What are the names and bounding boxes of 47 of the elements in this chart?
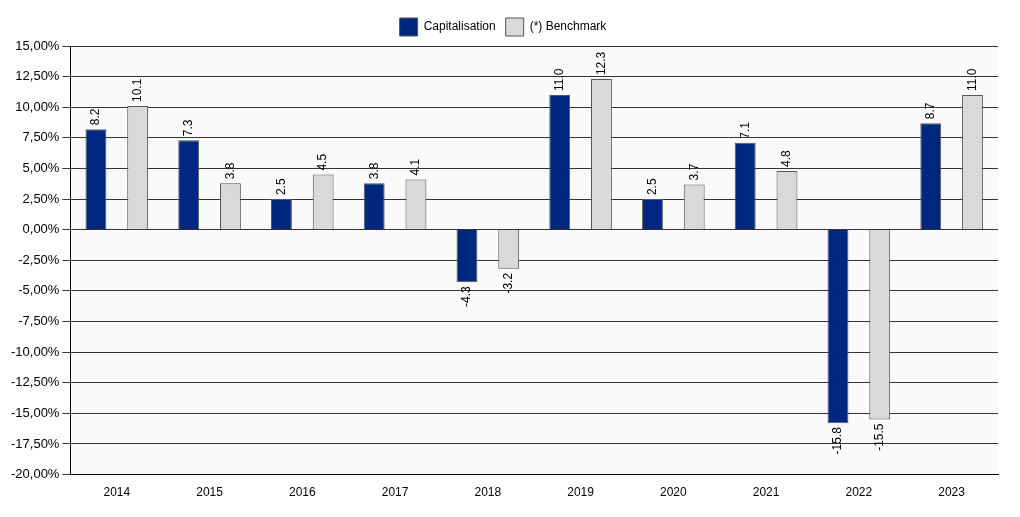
data-label: -3.2 <box>501 272 516 294</box>
data-label: 7.3 <box>181 119 195 137</box>
x-tick-label: 2018 <box>474 485 502 500</box>
y-tick-label: 15,00% <box>15 37 60 53</box>
data-label: 12.3 <box>593 51 608 76</box>
data-label: 8.2 <box>88 108 103 126</box>
data-label: 11.0 <box>552 68 567 91</box>
x-tick-label: 2020 <box>660 485 688 500</box>
y-tick-label: 5,00% <box>22 160 60 176</box>
y-tick-label: -15,00% <box>11 404 60 420</box>
y-tick-label: 7,50% <box>22 129 60 145</box>
data-label: 8.7 <box>923 102 938 120</box>
data-label: -15.8 <box>830 426 845 455</box>
data-label: 4.1 <box>408 158 423 176</box>
x-tick-label: 2021 <box>752 485 780 500</box>
data-label: 10.1 <box>129 78 144 102</box>
y-tick-label: -7,50% <box>18 313 60 329</box>
y-tick-label: -17,50% <box>11 435 60 451</box>
x-tick-label: 2015 <box>196 485 224 500</box>
x-tick-label: 2019 <box>567 485 595 500</box>
data-label: -4.3 <box>459 286 474 308</box>
y-tick-label: -20,00% <box>11 466 60 482</box>
data-label: 2.5 <box>644 178 659 196</box>
x-tick-label: 2016 <box>288 485 316 500</box>
legend-label: (*) Benchmark <box>529 19 608 34</box>
data-label: 11.0 <box>964 68 979 91</box>
x-tick-label: 2022 <box>845 485 873 500</box>
y-tick-label: -5,00% <box>18 282 60 298</box>
data-label: 2.5 <box>273 178 288 196</box>
x-tick-label: 2017 <box>381 485 409 500</box>
x-tick-label: 2014 <box>103 485 131 500</box>
y-tick-label: -10,00% <box>11 343 60 359</box>
x-tick-label: 2023 <box>938 485 966 500</box>
y-tick-label: 2,50% <box>22 190 60 206</box>
data-label: 7.1 <box>737 121 752 139</box>
data-label: 3.8 <box>222 162 237 180</box>
y-tick-label: 12,50% <box>15 68 60 84</box>
y-tick-label: -12,50% <box>11 374 60 390</box>
data-label: 4.5 <box>315 153 330 171</box>
data-label: 3.8 <box>366 162 381 180</box>
y-tick-label: 0,00% <box>22 221 60 237</box>
y-tick-label: 10,00% <box>15 98 60 114</box>
data-label: 3.7 <box>686 163 701 181</box>
data-label: -15.5 <box>872 423 887 451</box>
y-tick-label: -2,50% <box>18 251 60 267</box>
legend-label: Capitalisation <box>423 19 496 34</box>
data-label: 4.8 <box>779 149 794 167</box>
